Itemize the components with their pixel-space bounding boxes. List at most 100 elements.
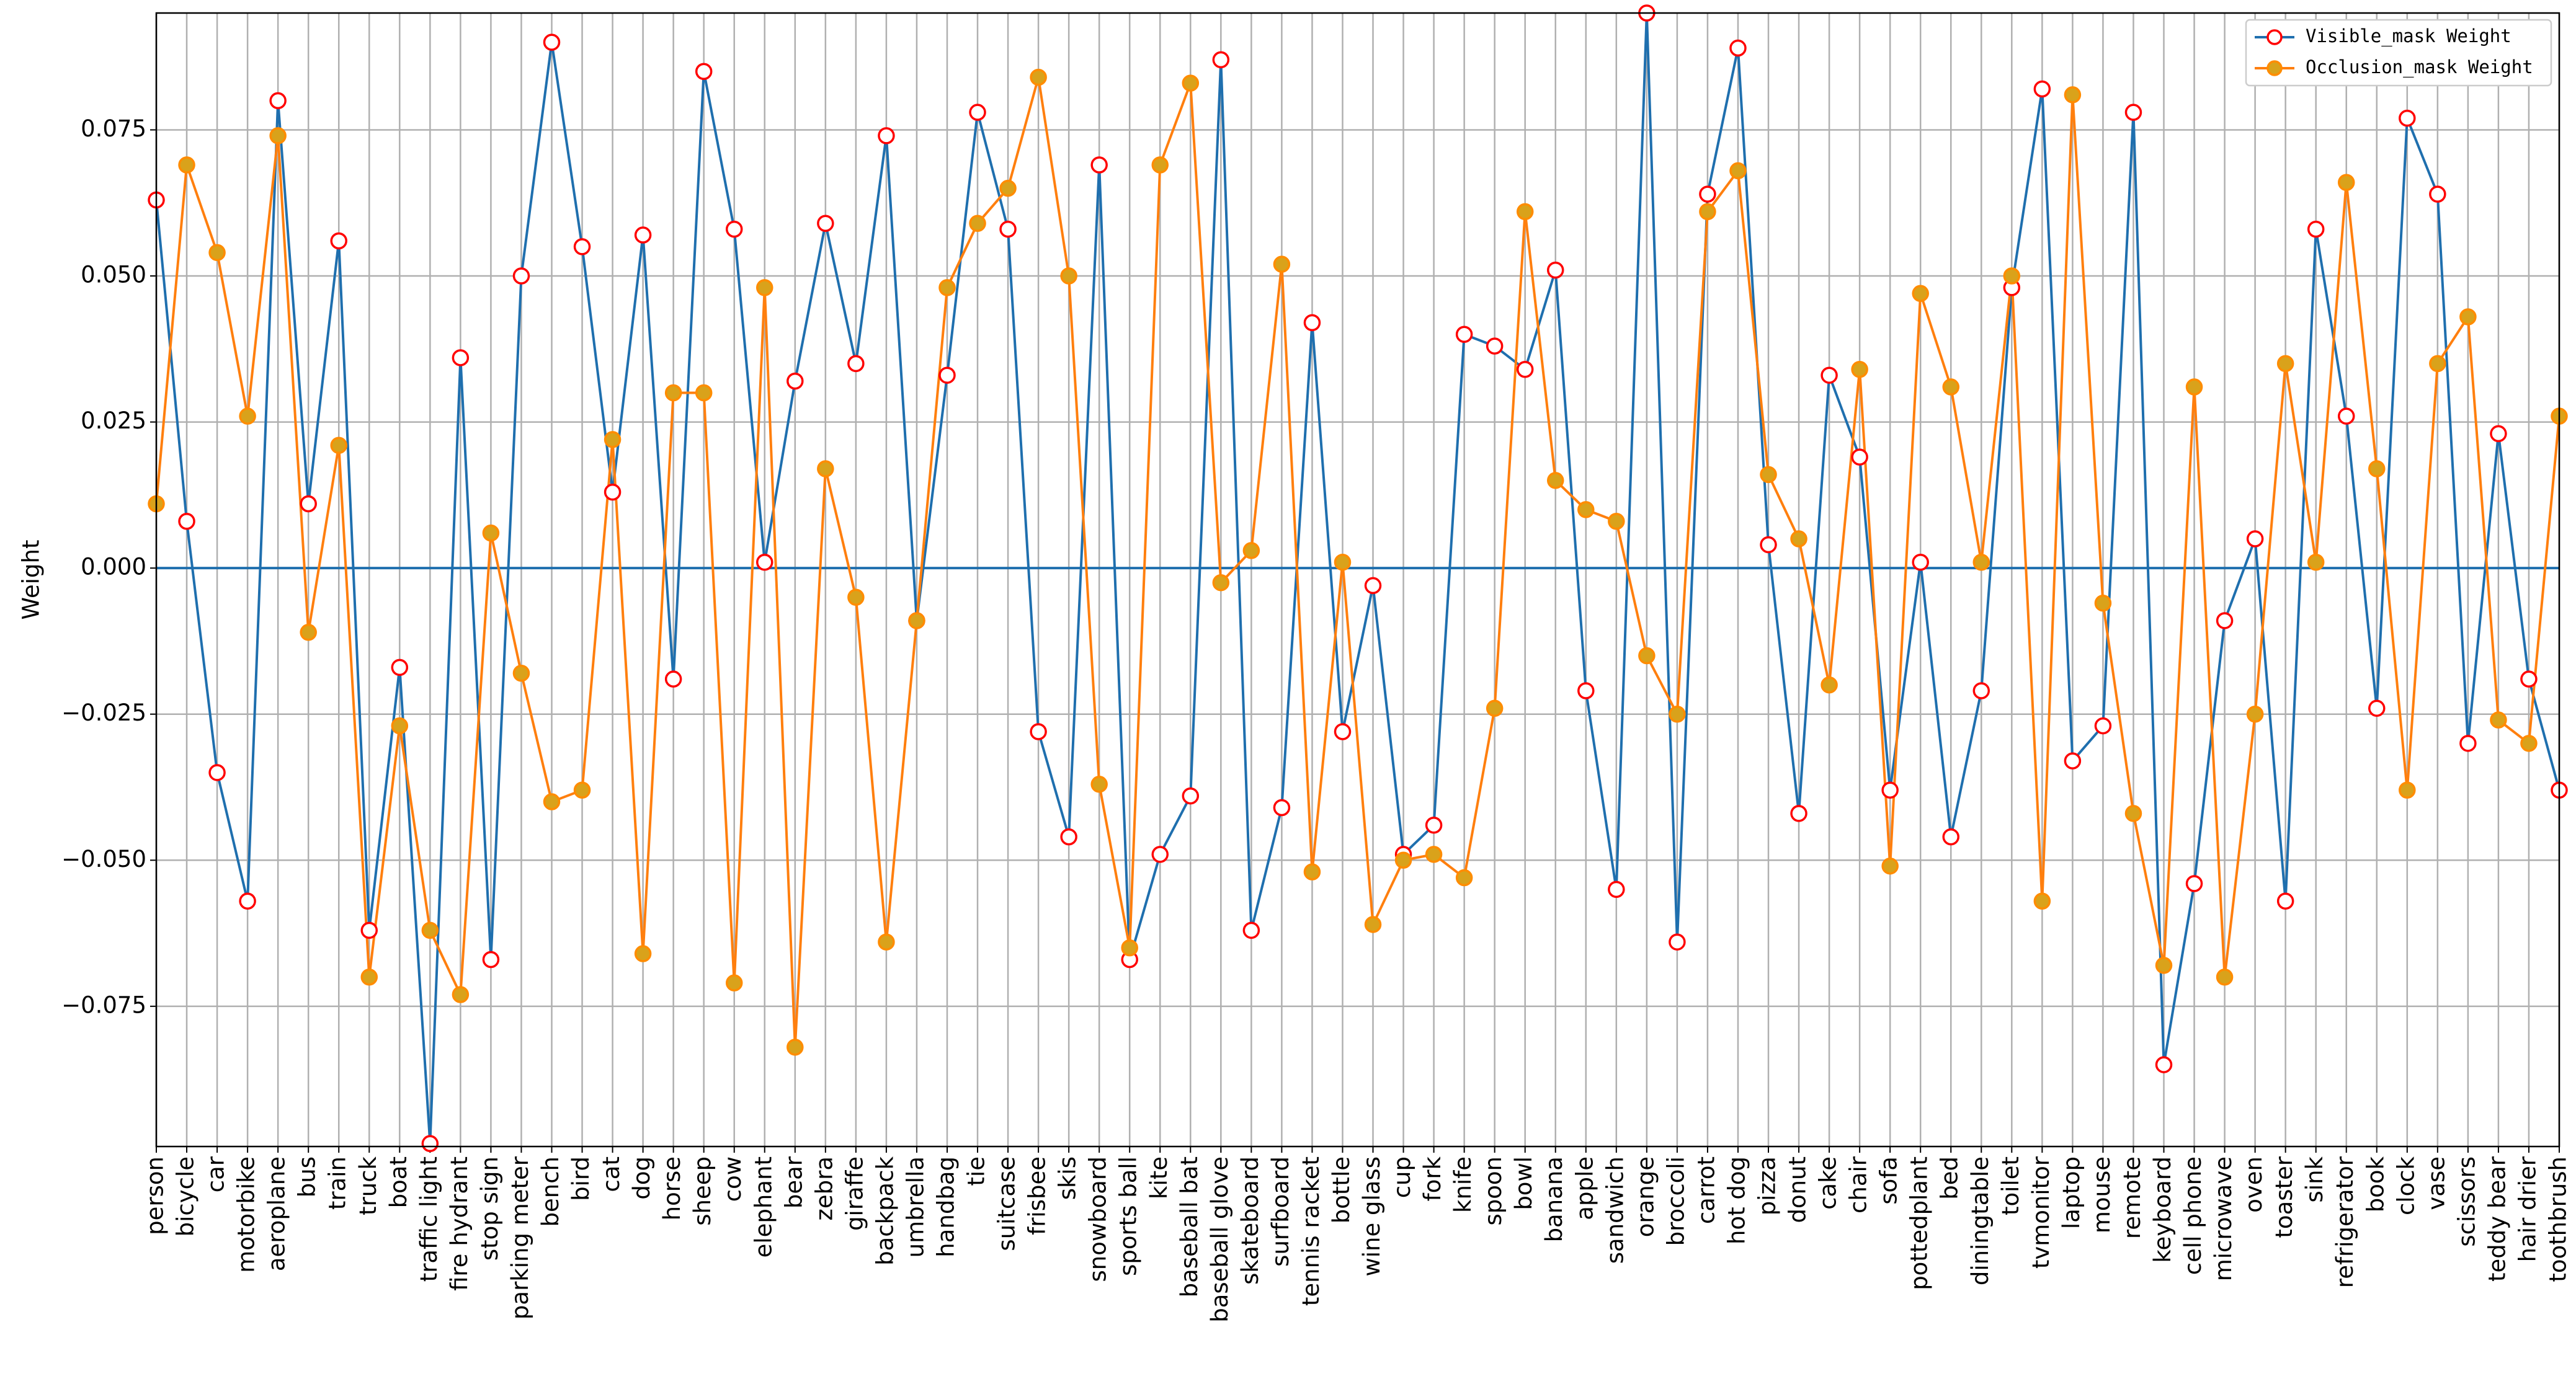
data-point: [573, 238, 591, 255]
data-point: [1516, 203, 1534, 221]
x-tick-label: dog: [628, 1156, 655, 1200]
data-point: [2155, 957, 2173, 974]
data-point: [2185, 378, 2203, 396]
data-point: [999, 179, 1017, 197]
data-point: [2368, 699, 2386, 717]
data-point: [1821, 676, 1838, 694]
data-point: [1486, 699, 1504, 717]
x-tick-label: hot dog: [1723, 1156, 1750, 1244]
data-point: [2246, 705, 2264, 723]
data-point: [725, 220, 743, 238]
x-tick-label: vase: [2423, 1156, 2449, 1210]
data-point: [725, 974, 743, 991]
series-line: [155, 12, 2560, 1145]
x-tick-label: apple: [1571, 1156, 1598, 1220]
data-point: [664, 670, 682, 688]
data-point: [1364, 916, 1382, 933]
data-point: [452, 986, 470, 1003]
x-tick-label: handbag: [932, 1156, 959, 1258]
y-tick-label: 0.075: [81, 115, 146, 142]
x-tick-label: backpack: [871, 1156, 898, 1265]
x-tick-label: knife: [1450, 1156, 1476, 1213]
data-point: [2246, 530, 2264, 548]
x-tick-label: diningtable: [1967, 1156, 1994, 1285]
x-tick-label: fork: [1419, 1156, 1446, 1201]
x-tick-label: bird: [568, 1156, 594, 1201]
x-tick-label: toaster: [2271, 1156, 2297, 1238]
data-point: [1729, 162, 1747, 180]
data-point: [391, 717, 409, 735]
data-point: [969, 215, 986, 232]
x-tick-label: carrot: [1693, 1156, 1719, 1224]
x-tick-label: suitcase: [994, 1156, 1020, 1251]
x-tick-label: sandwich: [1602, 1156, 1628, 1264]
data-point: [908, 612, 925, 629]
data-point: [1273, 255, 1291, 273]
y-tick-label: −0.075: [61, 991, 146, 1018]
x-tick-label: giraffe: [841, 1156, 868, 1231]
x-tick-label: laptop: [2058, 1156, 2085, 1229]
x-tick-label: person: [142, 1156, 169, 1235]
x-tick-label: banana: [1541, 1156, 1567, 1242]
data-point: [330, 437, 347, 455]
legend-marker: [2266, 60, 2283, 76]
data-point: [2337, 407, 2355, 425]
data-point: [1090, 156, 1108, 174]
x-tick-label: keyboard: [2149, 1156, 2176, 1263]
data-point: [391, 659, 409, 676]
data-point: [2033, 892, 2051, 910]
plot-frame: [155, 12, 2560, 1148]
data-point: [999, 220, 1017, 238]
data-point: [1182, 74, 1200, 92]
legend-box: [2245, 19, 2552, 87]
data-point: [2459, 735, 2477, 752]
data-point: [1364, 577, 1382, 595]
x-tick-label: teddy bear: [2484, 1156, 2510, 1282]
data-point: [604, 483, 622, 501]
x-tick-label: microwave: [2210, 1156, 2237, 1281]
x-tick-label: tie: [963, 1156, 990, 1186]
data-point: [1303, 863, 1321, 881]
data-point: [1455, 326, 1473, 343]
data-point: [2094, 594, 2112, 612]
data-point: [1060, 267, 1077, 285]
x-tick-label: cow: [720, 1156, 746, 1202]
data-point: [695, 63, 713, 80]
x-tick-label: boat: [385, 1156, 412, 1208]
data-point: [2459, 308, 2477, 326]
data-point: [756, 279, 773, 296]
data-point: [1912, 553, 1929, 571]
data-point: [1699, 203, 1716, 221]
data-point: [2429, 185, 2446, 203]
data-point: [2064, 752, 2082, 770]
data-point: [178, 513, 195, 530]
data-point: [178, 156, 195, 174]
x-tick-label: elephant: [750, 1156, 777, 1258]
data-point: [1760, 466, 1777, 484]
x-tick-label: sports ball: [1115, 1156, 1142, 1276]
y-axis-label: Weight: [18, 540, 45, 620]
x-tick-label: fire hydrant: [446, 1156, 473, 1291]
data-point: [1699, 185, 1716, 203]
data-point: [1273, 799, 1291, 817]
data-point: [1030, 723, 1047, 740]
data-point: [2520, 670, 2538, 688]
x-tick-label: bottle: [1328, 1156, 1355, 1223]
data-point: [330, 232, 347, 250]
data-point: [1942, 828, 1959, 846]
data-point: [1851, 448, 1868, 466]
data-point: [482, 524, 500, 542]
y-tick-label: −0.025: [61, 699, 146, 726]
x-tick-label: bench: [537, 1156, 564, 1227]
x-tick-label: toilet: [1997, 1156, 2024, 1215]
data-point: [2276, 355, 2294, 373]
data-point: [1790, 530, 1807, 548]
x-tick-label: bowl: [1510, 1156, 1537, 1210]
data-point: [2490, 711, 2507, 729]
data-point: [2490, 425, 2507, 443]
data-point: [1881, 781, 1899, 799]
x-tick-label: remote: [2119, 1156, 2146, 1239]
data-point: [1821, 366, 1838, 384]
data-point: [543, 793, 561, 810]
